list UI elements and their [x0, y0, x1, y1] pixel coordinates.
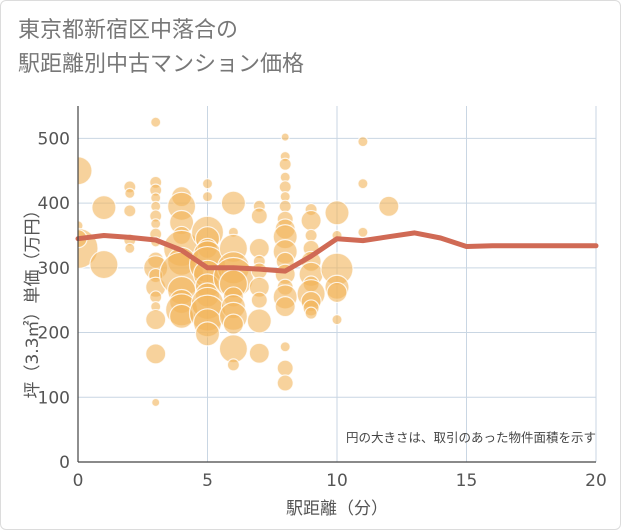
- data-bubble: [150, 116, 162, 128]
- data-bubble: [304, 228, 318, 243]
- data-bubble: [222, 313, 244, 335]
- x-tick-label: 5: [202, 471, 213, 491]
- data-bubble: [276, 359, 294, 377]
- data-bubble: [201, 178, 214, 190]
- chart-title: 東京都新宿区中落合の 駅距離別中古マンション価格: [18, 14, 304, 82]
- average-price-line: [75, 230, 599, 274]
- y-axis-label: 坪（3.3㎡）単価（万円）: [23, 201, 43, 398]
- data-bubble: [378, 195, 400, 217]
- data-bubble: [150, 218, 162, 230]
- data-bubble: [280, 132, 290, 142]
- data-bubble: [357, 178, 369, 190]
- chart-title-line-2: 駅距離別中古マンション価格: [18, 52, 305, 77]
- data-bubble: [274, 296, 296, 318]
- y-tick-label: 400: [38, 194, 70, 214]
- data-bubble: [124, 187, 136, 199]
- data-bubble: [357, 136, 369, 148]
- data-bubble: [220, 190, 246, 216]
- x-tick-label: 0: [73, 471, 84, 491]
- average-line-group: [75, 230, 599, 274]
- data-bubble: [250, 291, 268, 309]
- data-bubble: [226, 358, 240, 372]
- data-bubble: [324, 200, 350, 226]
- data-bubble: [326, 281, 348, 304]
- x-tick-label: 10: [326, 471, 348, 491]
- data-bubble: [78, 156, 93, 186]
- bubbles: [78, 116, 400, 408]
- data-bubble: [145, 343, 167, 365]
- data-bubble: [151, 397, 161, 408]
- data-bubble: [123, 204, 137, 218]
- bubble-size-note: 円の大きさは、取引のあった物件面積を示す: [346, 430, 596, 445]
- data-bubble: [276, 374, 294, 392]
- data-bubble: [279, 341, 291, 353]
- data-bubble: [250, 207, 268, 225]
- data-bubble: [124, 242, 136, 254]
- x-axis-label: 駅距離（分）: [286, 499, 388, 519]
- data-bubble: [194, 321, 221, 347]
- data-bubble: [201, 191, 214, 203]
- data-bubble: [304, 306, 318, 320]
- data-bubble: [357, 226, 369, 238]
- data-bubble: [89, 249, 119, 280]
- y-tick-label: 300: [38, 259, 70, 279]
- y-tick-label: 0: [59, 453, 70, 473]
- x-tick-label: 20: [585, 471, 607, 491]
- data-bubble: [278, 157, 292, 171]
- data-bubble: [331, 314, 343, 326]
- data-bubble: [91, 195, 117, 221]
- chart-title-line-1: 東京都新宿区中落合の: [18, 18, 239, 43]
- y-tick-label: 200: [38, 324, 70, 344]
- data-bubble: [246, 308, 272, 334]
- data-bubble: [145, 309, 167, 331]
- x-tick-label: 15: [456, 471, 478, 491]
- y-tick-label: 500: [38, 129, 70, 149]
- y-tick-label: 100: [38, 388, 70, 408]
- data-bubble: [300, 209, 322, 232]
- data-bubble: [248, 342, 270, 364]
- data-bubble: [278, 199, 292, 213]
